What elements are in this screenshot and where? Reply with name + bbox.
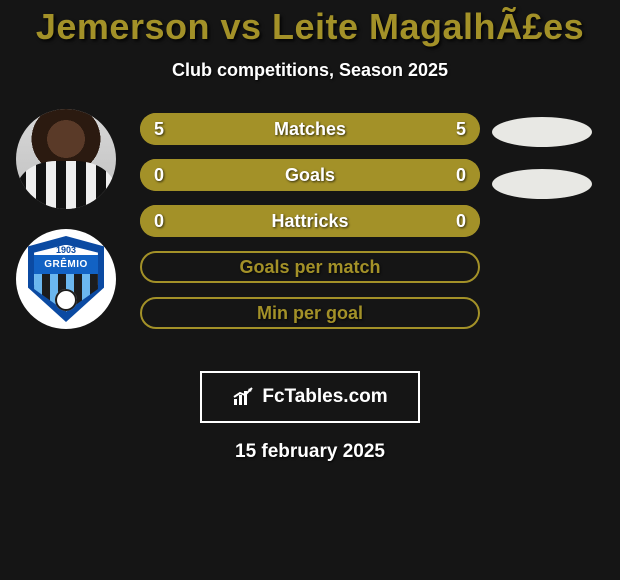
opponent-ellipse [492, 117, 592, 147]
stat-label: Goals per match [142, 257, 478, 278]
date-text: 15 february 2025 [0, 441, 620, 463]
left-avatars: 1903 GRÊMIO [8, 109, 128, 329]
brand-box: FcTables.com [200, 371, 420, 423]
stat-right-value: 5 [456, 119, 466, 140]
chart-icon [232, 387, 256, 407]
stat-label: Matches [140, 119, 480, 140]
stat-bar: Min per goal [140, 297, 480, 329]
stat-bar: 0Goals0 [140, 159, 480, 191]
team-crest: 1903 GRÊMIO [16, 229, 116, 329]
stat-bar: 5Matches5 [140, 113, 480, 145]
crest-name: GRÊMIO [34, 255, 98, 274]
player-avatar [16, 109, 116, 209]
stat-bar: Goals per match [140, 251, 480, 283]
stat-bar: 0Hattricks0 [140, 205, 480, 237]
player-photo [16, 109, 116, 209]
opponent-ellipse [492, 169, 592, 199]
stat-right-value: 0 [456, 211, 466, 232]
stat-right-value: 0 [456, 165, 466, 186]
brand-text: FcTables.com [262, 386, 387, 408]
stat-label: Hattricks [140, 211, 480, 232]
right-ellipses [492, 117, 602, 221]
subtitle: Club competitions, Season 2025 [0, 60, 620, 81]
stat-label: Goals [140, 165, 480, 186]
stat-bars: 5Matches50Goals00Hattricks0Goals per mat… [140, 113, 480, 343]
page-title: Jemerson vs Leite MagalhÃ£es [0, 6, 620, 48]
comparison-card: Jemerson vs Leite MagalhÃ£es Club compet… [0, 0, 620, 580]
comparison-body: 1903 GRÊMIO 5Matches50Goals00Hattricks0G… [0, 109, 620, 359]
crest-graphic: 1903 GRÊMIO [28, 236, 104, 322]
stat-label: Min per goal [142, 303, 478, 324]
